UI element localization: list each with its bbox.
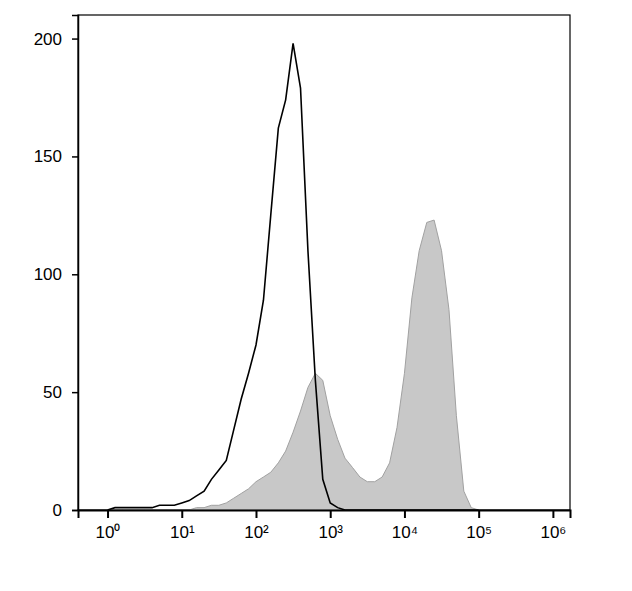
x-tick-mark <box>107 510 109 518</box>
x-tick-mark <box>330 510 332 518</box>
x-tick-label: 10¹ <box>170 523 195 542</box>
plot-frame <box>78 15 570 510</box>
y-tick-label: 200 <box>34 30 62 49</box>
x-tick: 10⁶ <box>540 510 566 542</box>
x-axis: 10⁰ 10¹ 10² 10³ 10⁴ 10⁵ 10⁶ <box>79 510 571 542</box>
y-tick-mark <box>72 510 78 512</box>
x-tick-mark <box>478 510 480 518</box>
y-tick-mark <box>72 38 78 40</box>
x-tick: 10¹ <box>170 510 195 542</box>
chart: 10⁰ 10¹ 10² 10³ 10⁴ 10⁵ 10⁶ 0 50 100 150 200 <box>0 0 632 591</box>
x-tick: 10⁴ <box>392 510 418 542</box>
x-tick-label: 10⁶ <box>540 523 566 542</box>
x-tick-label: 10⁰ <box>96 523 121 542</box>
y-tick: 50 <box>43 383 78 402</box>
y-axis-line <box>72 16 79 511</box>
y-tick-mark <box>72 274 78 276</box>
y-axis: 0 50 100 150 200 <box>34 16 79 520</box>
x-tick-label: 10³ <box>318 523 343 542</box>
x-tick-label: 10⁵ <box>466 523 492 542</box>
y-tick-mark <box>72 392 78 394</box>
y-tick: 150 <box>34 147 78 166</box>
x-tick-mark <box>181 510 183 518</box>
y-tick-label: 50 <box>43 383 62 402</box>
x-tick-mark <box>255 510 257 518</box>
x-tick-label: 10⁴ <box>392 523 418 542</box>
histogram-line <box>108 43 479 510</box>
x-tick: 10² <box>244 510 269 542</box>
x-tick-label: 10² <box>244 523 269 542</box>
y-tick-label: 150 <box>34 147 62 166</box>
y-tick-label: 100 <box>34 265 62 284</box>
plot-area <box>108 43 479 510</box>
x-axis-line <box>79 511 571 519</box>
x-tick: 10⁰ <box>96 510 121 542</box>
x-tick: 10⁵ <box>466 510 492 542</box>
y-tick: 200 <box>34 30 78 49</box>
y-tick-mark <box>72 156 78 158</box>
x-tick: 10³ <box>318 510 343 542</box>
histogram-area <box>108 220 479 510</box>
x-tick-mark <box>404 510 406 518</box>
x-tick-mark <box>552 510 554 518</box>
y-tick: 0 <box>53 501 78 520</box>
y-tick-label: 0 <box>53 501 62 520</box>
y-tick: 100 <box>34 265 78 284</box>
